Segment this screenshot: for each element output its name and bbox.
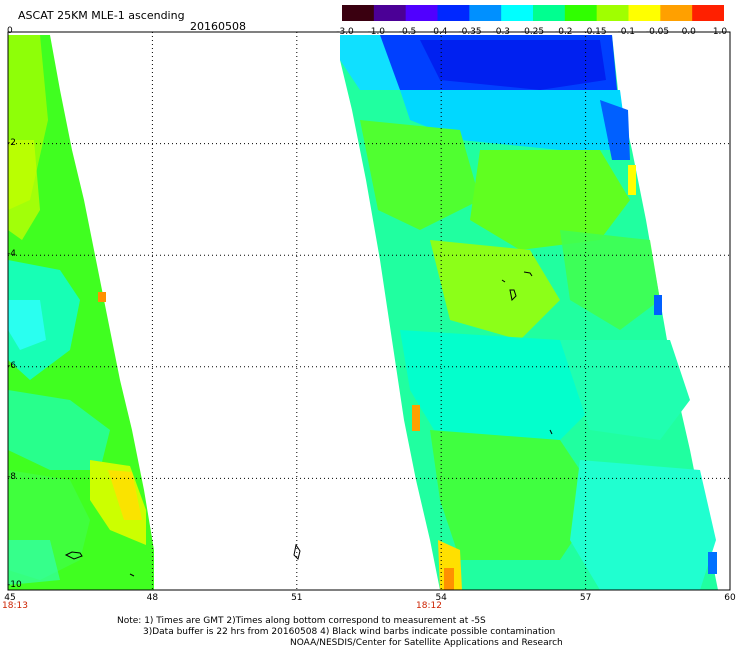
colorbar-segment — [628, 5, 661, 21]
longitude-tick-label: 45 — [4, 593, 16, 603]
longitude-tick-label: 60 — [724, 593, 736, 603]
colorbar-segment — [342, 5, 375, 21]
latitude-tick-label: 0 — [7, 26, 13, 36]
note-line-2: 3)Data buffer is 22 hrs from 20160508 4)… — [143, 627, 556, 637]
colorbar-segment — [437, 5, 470, 21]
colorbar-segment — [564, 5, 598, 21]
coastlines — [64, 271, 553, 577]
colorbar-segment — [660, 5, 693, 21]
latitude-tick-label: -2 — [7, 137, 16, 148]
note-line-1: Note: 1) Times are GMT 2)Times along bot… — [117, 616, 486, 626]
colorbar-segment — [501, 5, 534, 21]
latitude-tick-label: -4 — [7, 249, 16, 260]
swath-time-left: 18:13 — [2, 601, 28, 611]
map-frame — [7, 31, 731, 591]
colorbar-segment — [692, 5, 724, 21]
colorbar-segment — [596, 5, 629, 21]
product-date: 20160508 — [190, 20, 246, 33]
latitude-tick-label: -10 — [7, 580, 22, 590]
colorbar-segment — [373, 5, 407, 21]
colorbar-segment — [533, 5, 566, 21]
right-swath — [340, 35, 718, 590]
longitude-tick-label: 57 — [579, 593, 592, 603]
longitude-tick-label: 48 — [146, 593, 159, 603]
left-swath — [8, 35, 154, 590]
colorbar — [342, 5, 724, 21]
colorbar-segment — [469, 5, 502, 21]
colorbar-segment — [405, 5, 438, 21]
note-line-3: NOAA/NESDIS/Center for Satellite Applica… — [290, 638, 563, 648]
latitude-tick-label: -8 — [7, 472, 16, 483]
longitude-tick-label: 51 — [291, 593, 303, 603]
latitude-tick-label: -6 — [7, 360, 16, 371]
swath-time-right: 18:12 — [416, 601, 442, 611]
longitude-tick-label: 54 — [435, 593, 447, 603]
product-title: ASCAT 25KM MLE-1 ascending — [18, 9, 185, 22]
